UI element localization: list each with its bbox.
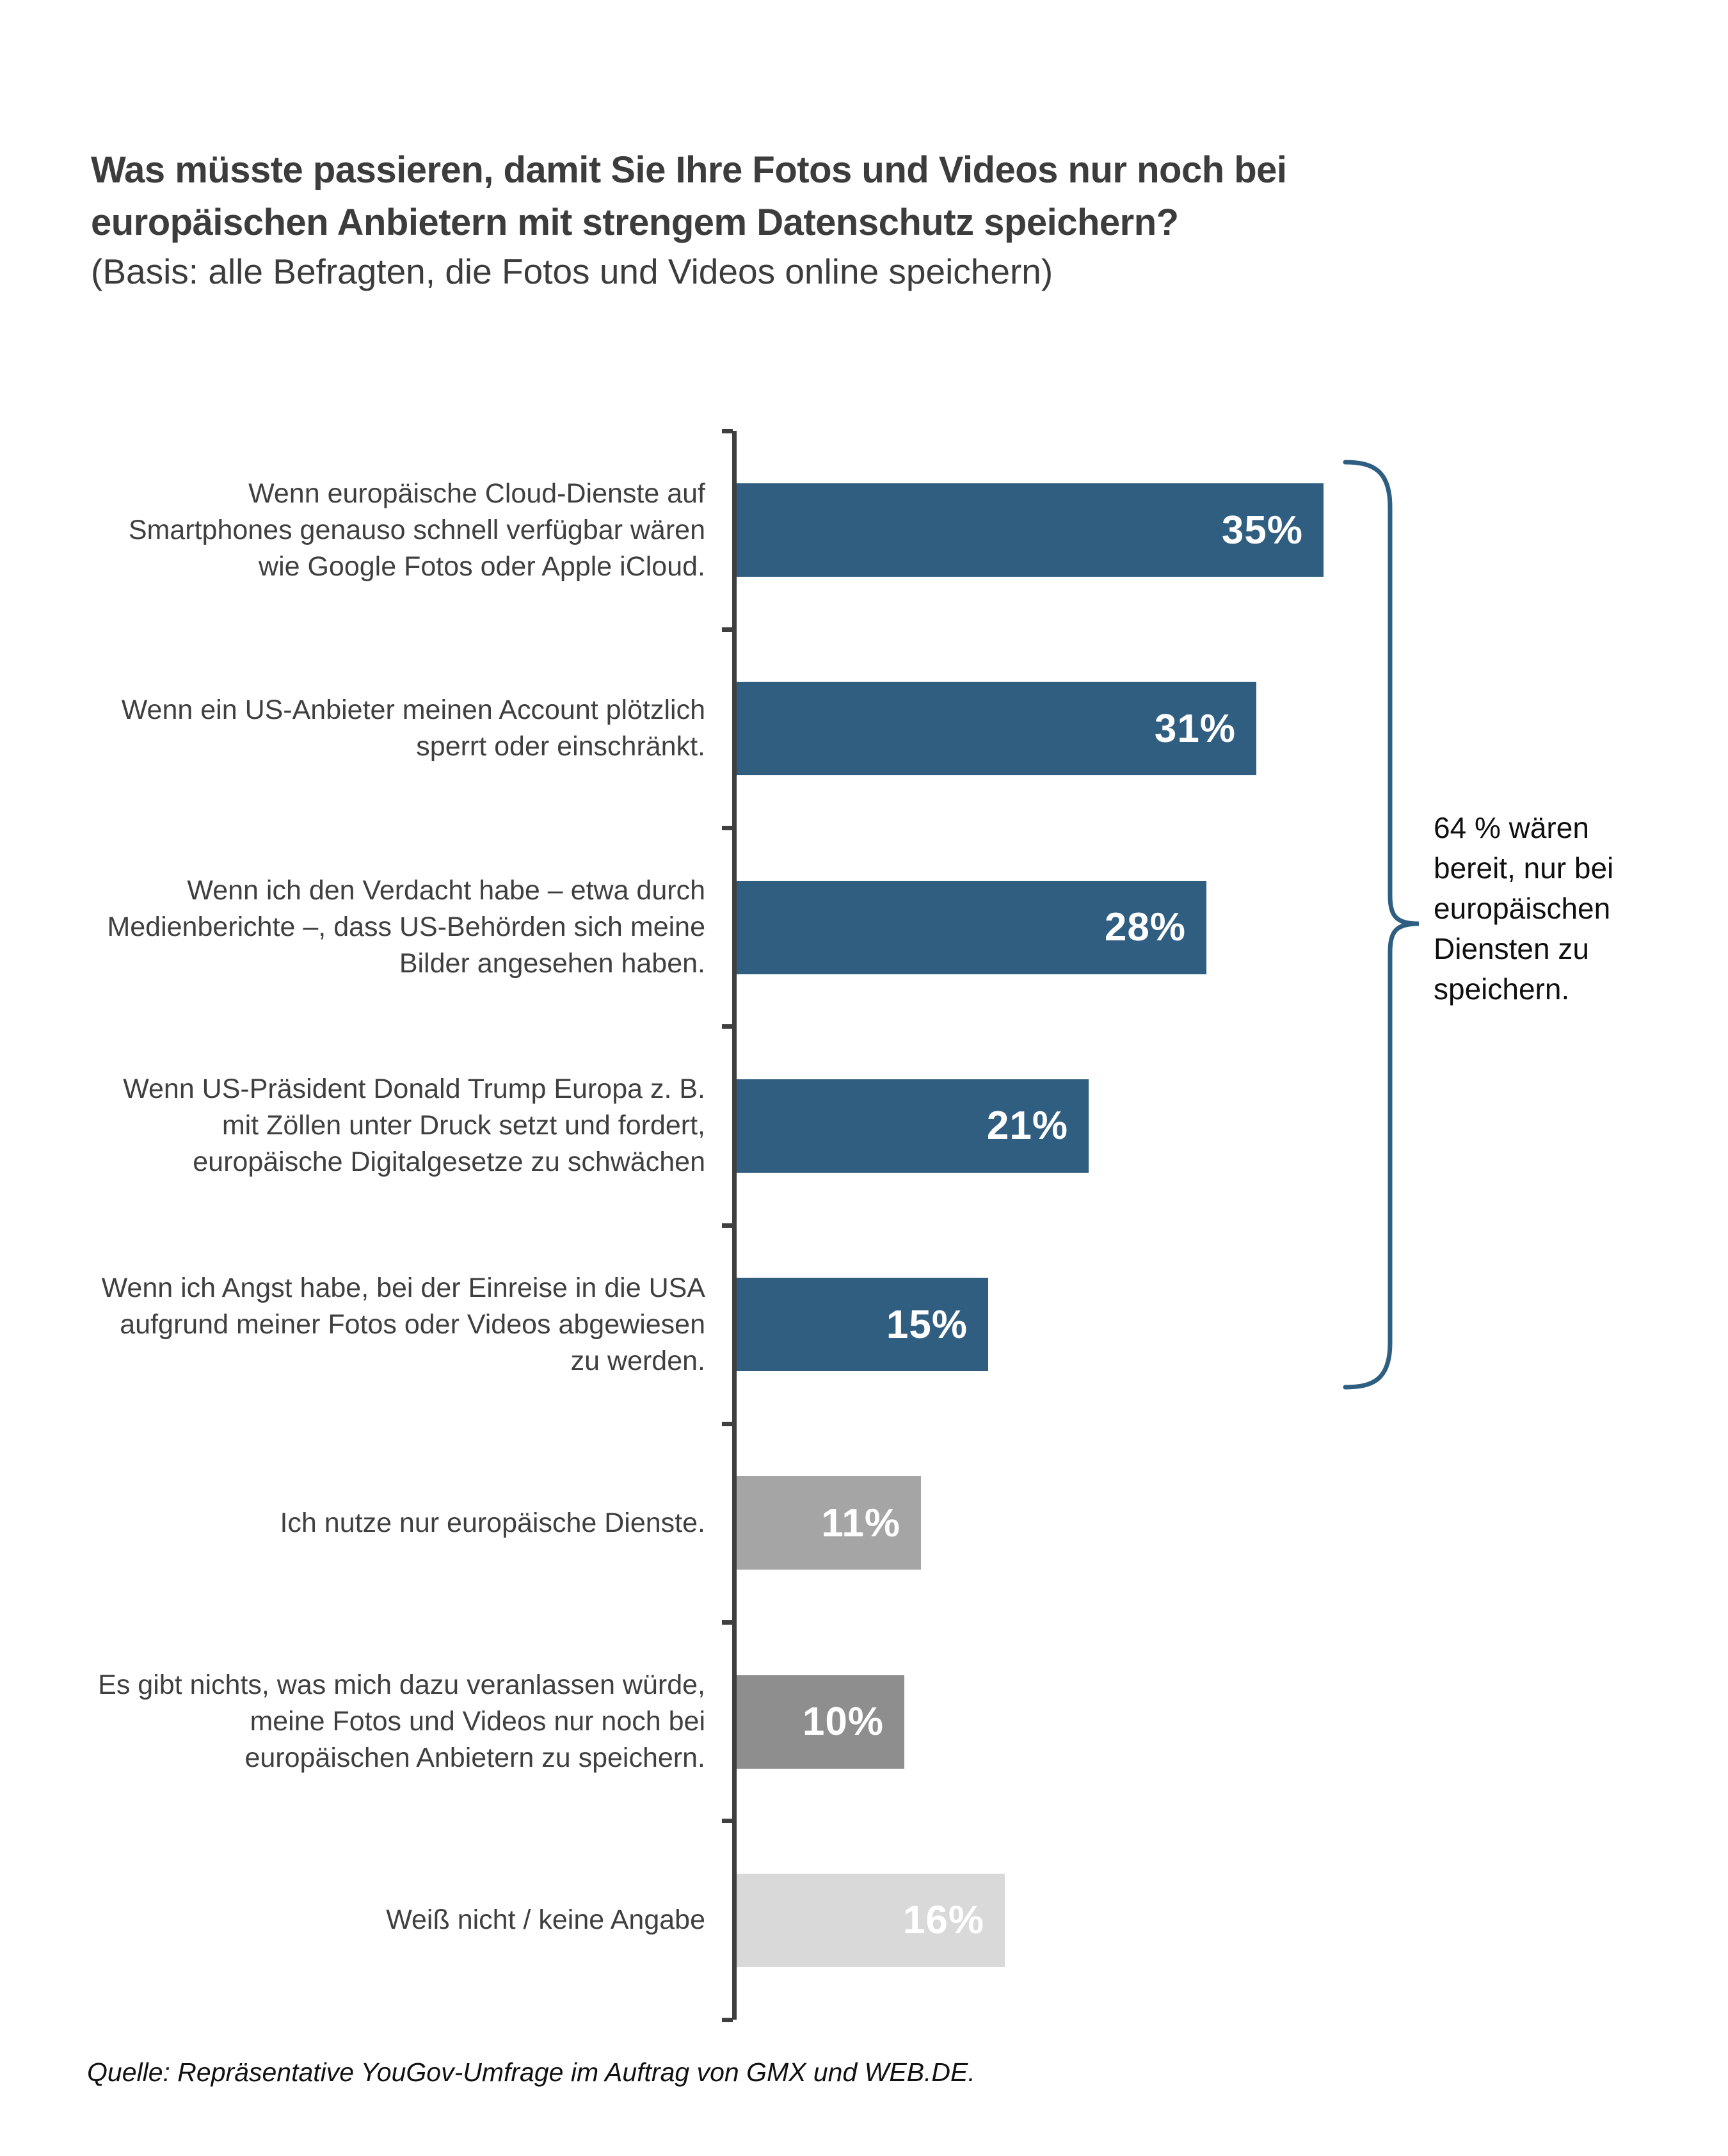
category-label: Weiß nicht / keine Angabe <box>386 1904 705 1936</box>
axis-tick <box>722 428 733 433</box>
axis-tick <box>722 1024 733 1029</box>
bar-value-label: 31% <box>1154 706 1236 751</box>
bar: 16% <box>737 1873 1005 1967</box>
source-note: Quelle: Repräsentative YouGov-Umfrage im… <box>87 2057 975 2087</box>
annotation-line: 64 % wären <box>1434 811 1589 844</box>
category-label: Wenn US-Präsident Donald Trump Europa z.… <box>123 1074 705 1178</box>
category-label: Wenn ich Angst habe, bei der Einreise in… <box>101 1272 705 1376</box>
bar: 31% <box>737 682 1256 776</box>
brace-annotation-text: 64 % wären bereit, nur bei europäischen Die… <box>1434 808 1709 1010</box>
bar: 35% <box>737 483 1324 577</box>
axis-tick <box>722 1620 733 1625</box>
category-label: Wenn ich den Verdacht habe – etwa durch … <box>107 875 705 979</box>
chart-title: Was müsste passieren, damit Sie Ihre Fot… <box>91 144 1563 249</box>
bar-value-label: 28% <box>1104 905 1186 950</box>
category-label: Wenn ein US-Anbieter meinen Account plöt… <box>121 695 705 762</box>
chart-title-line2: europäischen Anbietern mit strengem Date… <box>91 202 1179 243</box>
bar-value-label: 10% <box>802 1700 884 1744</box>
bar: 11% <box>737 1476 921 1570</box>
chart-title-line1: Was müsste passieren, damit Sie Ihre Fot… <box>91 149 1287 191</box>
category-label: Ich nutze nur europäische Dienste. <box>280 1507 705 1538</box>
bar: 10% <box>737 1675 904 1769</box>
bar-value-label: 15% <box>886 1302 968 1347</box>
axis-tick <box>722 1223 733 1228</box>
axis-tick <box>722 627 733 632</box>
annotation-line: speichern. <box>1434 972 1570 1006</box>
bar-value-label: 11% <box>821 1500 900 1545</box>
annotation-line: bereit, nur bei <box>1434 851 1614 885</box>
bar-value-label: 21% <box>986 1104 1068 1148</box>
bar: 21% <box>737 1079 1089 1173</box>
category-label: Wenn europäische Cloud-Dienste auf Smart… <box>128 478 705 582</box>
annotation-line: Diensten zu <box>1434 932 1589 965</box>
bar: 28% <box>737 880 1206 974</box>
axis-tick <box>722 1421 733 1426</box>
bar-value-label: 16% <box>902 1898 984 1943</box>
axis-tick <box>722 1819 733 1824</box>
chart-subtitle: (Basis: alle Befragten, die Fotos und Vi… <box>91 252 1053 291</box>
bar-value-label: 35% <box>1221 508 1303 552</box>
annotation-line: europäischen <box>1434 892 1611 925</box>
category-label: Es gibt nichts, was mich dazu veranlasse… <box>98 1669 705 1774</box>
category-axis-line <box>732 431 737 2020</box>
axis-tick <box>722 2017 733 2022</box>
bar: 15% <box>737 1278 988 1372</box>
axis-tick <box>722 826 733 830</box>
